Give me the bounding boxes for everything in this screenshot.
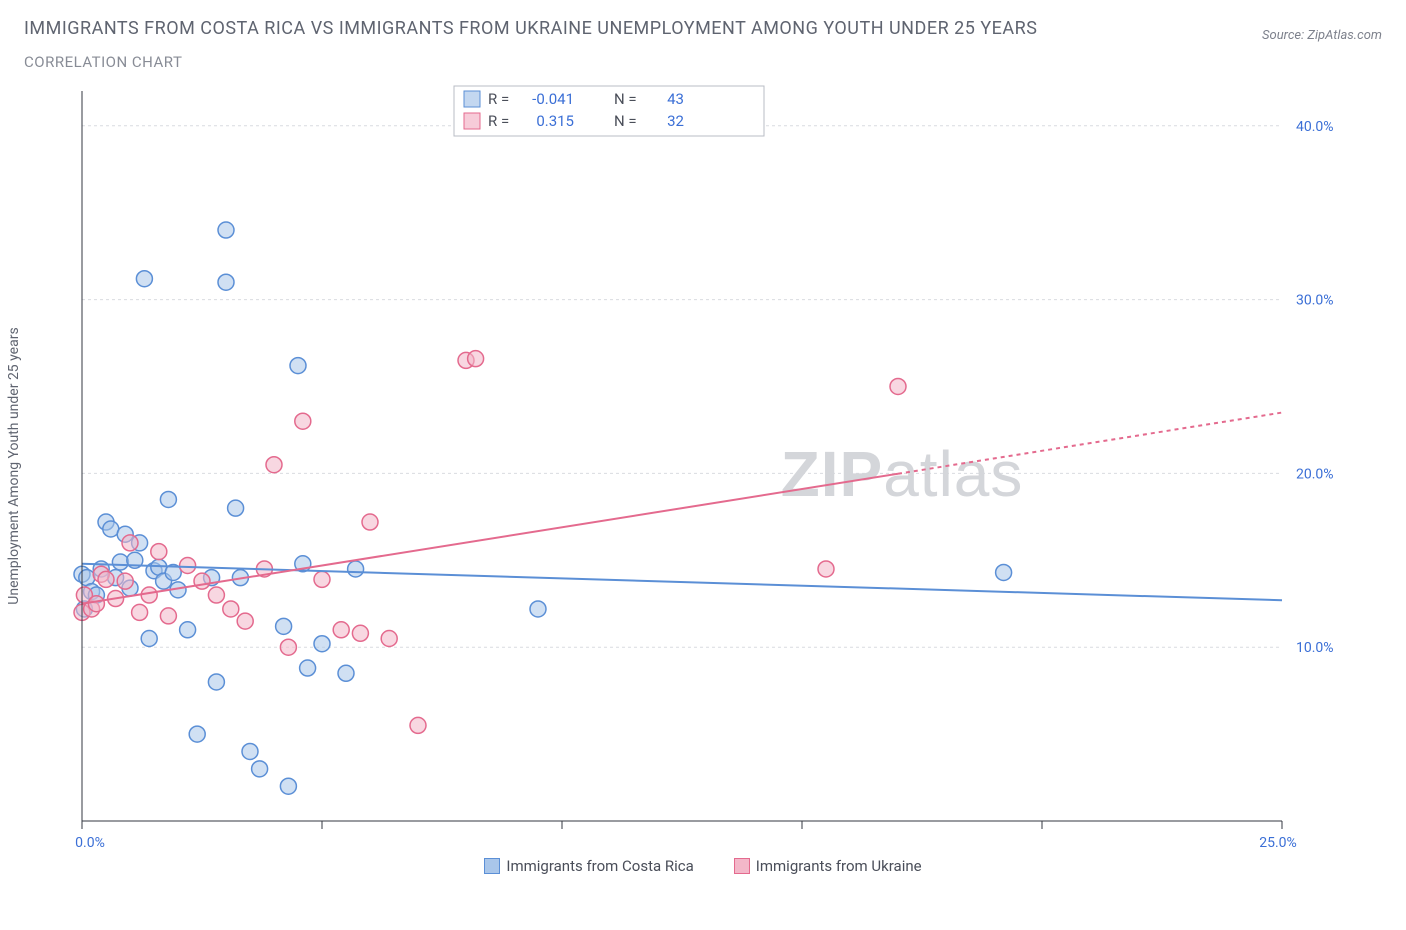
svg-text:0.0%: 0.0%: [75, 835, 105, 851]
legend-swatch: [464, 91, 480, 107]
svg-text:32: 32: [667, 112, 684, 130]
data-point: [189, 726, 205, 742]
data-point: [141, 631, 157, 647]
svg-text:N =: N =: [614, 112, 637, 130]
data-point: [117, 573, 133, 589]
data-point: [280, 639, 296, 655]
chart-subtitle: CORRELATION CHART: [24, 53, 1037, 71]
data-point: [237, 613, 253, 629]
data-point: [276, 618, 292, 634]
data-point: [295, 413, 311, 429]
svg-text:40.0%: 40.0%: [1296, 119, 1334, 135]
data-point: [348, 561, 364, 577]
data-point: [266, 457, 282, 473]
data-point: [122, 535, 138, 551]
data-point: [280, 778, 296, 794]
data-point: [98, 571, 114, 587]
data-point: [338, 665, 354, 681]
legend-swatch: [464, 113, 480, 129]
svg-text:30.0%: 30.0%: [1296, 293, 1334, 309]
correlation-scatter-chart: ZIPatlas0.0%25.0%10.0%20.0%30.0%40.0%R =…: [24, 81, 1334, 851]
legend-label: Immigrants from Ukraine: [756, 857, 922, 875]
data-point: [362, 514, 378, 530]
data-point: [112, 554, 128, 570]
data-point: [88, 596, 104, 612]
legend-label: Immigrants from Costa Rica: [506, 857, 693, 875]
data-point: [314, 636, 330, 652]
data-point: [333, 622, 349, 638]
data-point: [530, 601, 546, 617]
data-point: [194, 573, 210, 589]
svg-text:-0.041: -0.041: [532, 90, 574, 108]
legend-swatch: [484, 858, 500, 874]
data-point: [242, 743, 258, 759]
data-point: [352, 625, 368, 641]
data-point: [160, 608, 176, 624]
svg-text:20.0%: 20.0%: [1296, 466, 1334, 482]
data-point: [218, 274, 234, 290]
chart-title: IMMIGRANTS FROM COSTA RICA VS IMMIGRANTS…: [24, 18, 1037, 39]
legend-swatch: [734, 858, 750, 874]
y-axis-label: Unemployment Among Youth under 25 years: [6, 327, 22, 604]
data-point: [252, 761, 268, 777]
data-point: [468, 351, 484, 367]
data-point: [890, 378, 906, 394]
data-point: [228, 500, 244, 516]
svg-text:0.315: 0.315: [536, 112, 574, 130]
legend-bottom: Immigrants from Costa Rica Immigrants fro…: [24, 857, 1382, 875]
svg-text:25.0%: 25.0%: [1259, 835, 1297, 851]
data-point: [818, 561, 834, 577]
data-point: [290, 358, 306, 374]
source-label: Source: ZipAtlas.com: [1262, 28, 1382, 43]
data-point: [208, 587, 224, 603]
svg-text:43: 43: [667, 90, 684, 108]
data-point: [160, 491, 176, 507]
data-point: [180, 622, 196, 638]
data-point: [151, 544, 167, 560]
data-point: [141, 587, 157, 603]
svg-text:10.0%: 10.0%: [1296, 640, 1334, 656]
legend-item: Immigrants from Costa Rica: [484, 857, 693, 875]
chart-container: Unemployment Among Youth under 25 years …: [24, 81, 1382, 851]
data-point: [300, 660, 316, 676]
data-point: [136, 271, 152, 287]
data-point: [381, 631, 397, 647]
data-point: [103, 521, 119, 537]
data-point: [996, 564, 1012, 580]
data-point: [223, 601, 239, 617]
trend-line: [82, 564, 1282, 601]
svg-text:R =: R =: [488, 112, 509, 130]
data-point: [180, 558, 196, 574]
data-point: [132, 604, 148, 620]
data-point: [208, 674, 224, 690]
svg-text:R =: R =: [488, 90, 509, 108]
svg-text:N =: N =: [614, 90, 637, 108]
data-point: [410, 717, 426, 733]
data-point: [218, 222, 234, 238]
legend-item: Immigrants from Ukraine: [734, 857, 922, 875]
data-point: [314, 571, 330, 587]
